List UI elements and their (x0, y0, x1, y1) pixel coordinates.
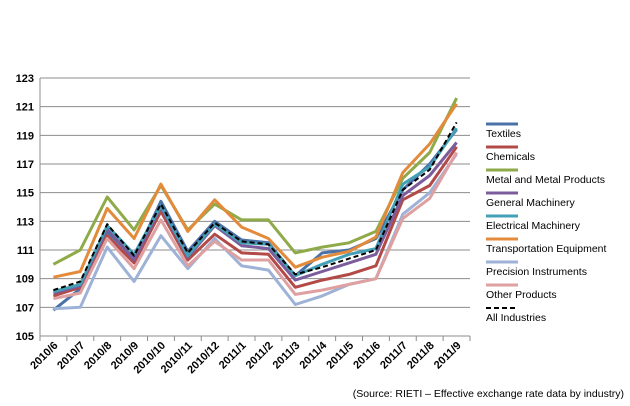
legend-label-other-products: Other Products (486, 289, 557, 301)
series-line-general-machinery (53, 141, 458, 295)
legend-label-all-industries: All Industries (486, 312, 546, 324)
series-line-other-products (53, 151, 458, 301)
y-tick-label: 111 (17, 245, 34, 257)
axes (39, 78, 471, 341)
y-tick-label: 121 (16, 102, 34, 114)
x-tick-label: 2011/3 (271, 340, 303, 372)
series-line-all-industries (53, 121, 458, 292)
legend-label-electrical-machinery: Electrical Machinery (486, 220, 581, 232)
y-tick-label: 105 (16, 331, 34, 343)
y-tick-label: 107 (16, 302, 34, 314)
series-line-chemicals (52, 145, 458, 298)
x-tick-label: 2011/8 (405, 340, 437, 372)
legend-label-textiles: Textiles (486, 128, 521, 140)
gridlines (40, 77, 470, 337)
x-tick-label: 2011/9 (432, 340, 464, 372)
y-tick-label: 123 (16, 73, 34, 85)
legend: Textiles Chemicals Metal and Metal Product… (486, 122, 607, 324)
x-tick-label: 2010/8 (82, 340, 114, 372)
series-lines (52, 97, 458, 312)
x-tick-label: 2010/7 (55, 340, 87, 372)
source-note: (Source: RIETI – Effective exchange rate… (353, 388, 624, 400)
x-tick-label: 2011/6 (351, 340, 383, 372)
y-tick-label: 119 (16, 130, 34, 142)
x-tick-label: 2010/6 (28, 340, 60, 372)
x-tick-label: 2011/1 (217, 340, 249, 372)
legend-label-general-machinery: General Machinery (486, 197, 575, 209)
y-tick-label: 115 (16, 188, 34, 200)
x-tick-label: 2011/7 (378, 340, 410, 372)
series-line-transportation-equipment (53, 102, 458, 279)
y-tick-label: 117 (16, 159, 34, 171)
legend-label-transportation-equipment: Transportation Equipment (486, 243, 607, 255)
y-tick-label: 109 (16, 274, 34, 286)
legend-label-chemicals: Chemicals (486, 151, 535, 163)
x-tick-label: 2011/4 (297, 339, 329, 371)
legend-label-metal-and-metal-products: Metal and Metal Products (486, 174, 605, 186)
x-tick-label: 2011/5 (324, 340, 356, 372)
legend-label-precision-instruments: Precision Instruments (486, 266, 587, 278)
y-axis-ticks: 105 107 109 111 113 115 117 119 121 123 (16, 73, 34, 343)
x-axis-ticks: 2010/62010/72010/82010/92010/102010/1120… (28, 339, 463, 376)
x-tick-label: 2011/2 (244, 340, 276, 372)
y-tick-label: 113 (16, 216, 34, 228)
